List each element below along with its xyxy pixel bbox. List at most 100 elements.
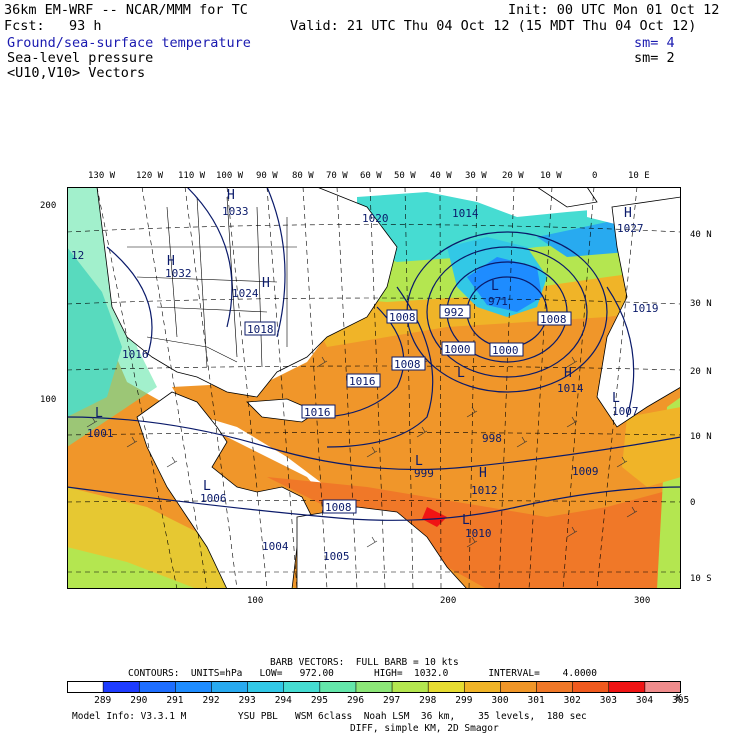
- colorbar-cell: [355, 681, 393, 693]
- colorbar-label: 291: [166, 695, 184, 706]
- pressure-label: 1033: [222, 205, 249, 218]
- grid-y-tick: 100: [40, 395, 57, 405]
- pressure-label: 1027: [617, 222, 644, 235]
- colorbar-cell: [102, 681, 141, 693]
- pressure-label: 1014: [557, 382, 584, 395]
- colorbar-label: 299: [455, 695, 473, 706]
- low-center: L: [203, 479, 211, 494]
- pressure-label: 998: [482, 432, 502, 445]
- colorbar-cell: [644, 681, 681, 693]
- sst-field: [67, 187, 681, 589]
- pressure-contours: [67, 187, 681, 521]
- pressure-label: 1019: [632, 302, 659, 315]
- pressure-label: 992: [444, 306, 464, 319]
- pressure-label: 1014: [452, 207, 479, 220]
- lon-label: 20 W: [502, 171, 524, 181]
- field-sst-label: Ground/sea-surface temperature: [7, 35, 251, 51]
- land-masses: [96, 187, 681, 589]
- valid-time: Valid: 21 UTC Thu 04 Oct 12 (15 MDT Thu …: [290, 18, 697, 34]
- low-center: L: [491, 279, 499, 294]
- lon-label: 60 W: [360, 171, 382, 181]
- pressure-label: 1008: [389, 311, 416, 324]
- sst-colorbar: [67, 681, 681, 693]
- colorbar-cell: [572, 681, 610, 693]
- lon-label: 80 W: [292, 171, 314, 181]
- colorbar-label: 297: [383, 695, 401, 706]
- pressure-label: 1018: [247, 323, 274, 336]
- lon-label: 70 W: [326, 171, 348, 181]
- colorbar-label: 304: [635, 695, 654, 706]
- pressure-label: 1016: [122, 348, 149, 361]
- grid-y-tick: 200: [40, 201, 57, 211]
- forecast-hour: Fcst: 93 h: [4, 18, 102, 34]
- pressure-label: 999: [414, 467, 434, 480]
- init-time: Init: 00 UTC Mon 01 Oct 12: [508, 2, 720, 18]
- colorbar-cell: [283, 681, 321, 693]
- pressure-label: 1032: [165, 267, 192, 280]
- lat-label: 10 S: [690, 574, 712, 584]
- high-center: H: [479, 466, 487, 481]
- colorbar-cell: [67, 681, 104, 693]
- colorbar-cell: [500, 681, 538, 693]
- lat-label: 10 N: [690, 432, 712, 442]
- high-center: H: [167, 254, 175, 269]
- weather-map: 1033 1032 1024 1018 1016 1020 1014 1008 …: [67, 187, 681, 589]
- high-center: H: [624, 206, 632, 221]
- high-center: H: [227, 188, 235, 203]
- colorbar-label: 298: [419, 695, 437, 706]
- pressure-label: 1008: [325, 501, 352, 514]
- pressure-label: 1024: [232, 287, 259, 300]
- low-center: L: [95, 406, 103, 421]
- pressure-label: 1009: [572, 465, 599, 478]
- pressure-label: 1000: [444, 343, 471, 356]
- pressure-label: 1004: [262, 540, 289, 553]
- lat-label: 20 N: [690, 367, 712, 377]
- lat-label: 0: [690, 498, 696, 508]
- lat-label: 40 N: [690, 230, 712, 240]
- high-center: H: [262, 276, 270, 291]
- low-center: L: [462, 513, 470, 528]
- grid-x-tick: 100: [247, 596, 264, 606]
- colorbar-cell: [463, 681, 502, 693]
- lon-label: 130 W: [88, 171, 116, 181]
- contours-note: CONTOURS: UNITS=hPa LOW= 972.00 HIGH= 10…: [128, 668, 597, 679]
- colorbar-cell: [138, 681, 177, 693]
- colorbar-label: 300: [491, 695, 509, 706]
- field-slp-smoothing: sm= 2: [634, 50, 675, 66]
- model-title: 36km EM-WRF -- NCAR/MMM for TC: [4, 2, 248, 18]
- colorbar-label: 296: [346, 695, 365, 706]
- lon-label: 10 E: [628, 171, 650, 181]
- pressure-label: 1005: [323, 550, 350, 563]
- lon-label: 50 W: [394, 171, 416, 181]
- pressure-label: 1016: [349, 375, 376, 388]
- lon-label: 120 W: [136, 171, 164, 181]
- colorbar-label: 302: [563, 695, 581, 706]
- pressure-label: 1000: [492, 344, 519, 357]
- colorbar-cell: [536, 681, 574, 693]
- lon-label: 30 W: [465, 171, 487, 181]
- colorbar-cell: [319, 681, 357, 693]
- colorbar-cell: [247, 681, 285, 693]
- colorbar-unit: K: [676, 693, 682, 704]
- colorbar-cell: [211, 681, 249, 693]
- field-sst-smoothing: sm= 4: [634, 35, 675, 51]
- low-center: L: [457, 366, 465, 381]
- pressure-label: 1012: [471, 484, 498, 497]
- pressure-label: 1001: [87, 427, 114, 440]
- model-info: Model Info: V3.3.1 M YSU PBL WSM 6class …: [72, 711, 587, 722]
- pressure-label: 1006: [200, 492, 227, 505]
- lon-label: 90 W: [256, 171, 278, 181]
- colorbar-label: 292: [202, 695, 220, 706]
- lat-label: 30 N: [690, 299, 712, 309]
- pressure-centers: H H H H L L L L H L L H L: [95, 188, 632, 528]
- model-info-2: DIFF, simple KM, 2D Smagor: [350, 723, 499, 734]
- colorbar-cell: [175, 681, 213, 693]
- colorbar-label: 301: [527, 695, 545, 706]
- pressure-label: 1007: [612, 405, 639, 418]
- pressure-label: 1008: [540, 313, 567, 326]
- low-center: L: [612, 391, 620, 406]
- field-vectors-label: <U10,V10> Vectors: [7, 65, 146, 81]
- pressure-label: 971: [488, 295, 508, 308]
- grid-x-tick: 200: [440, 596, 457, 606]
- pressure-label: 1016: [304, 406, 331, 419]
